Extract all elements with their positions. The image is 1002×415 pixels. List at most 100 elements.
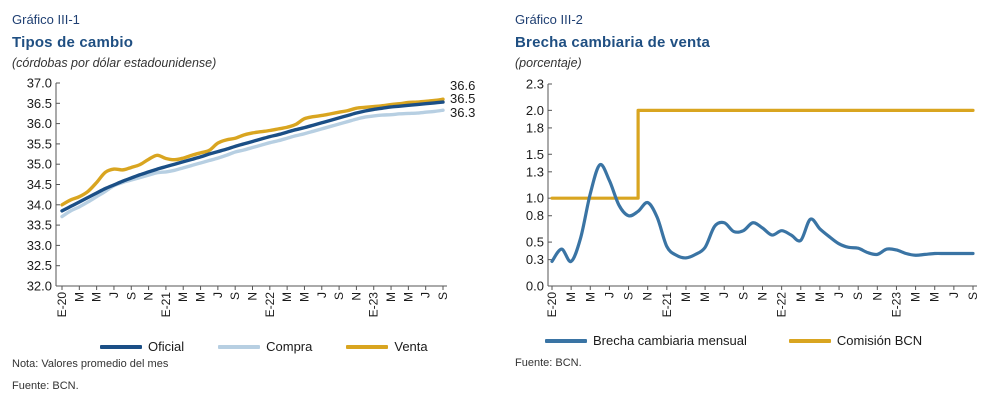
right-xtick-label: J xyxy=(717,292,731,298)
left-series-compra xyxy=(60,108,445,219)
legend-item-oficial: Oficial xyxy=(100,339,184,354)
left-series-venta xyxy=(60,97,445,207)
right-xtick-label: S xyxy=(851,292,865,300)
left-xtick-label: J xyxy=(419,292,433,298)
left-xtick-label: S xyxy=(124,292,138,300)
right-series-comisi-n-bcn xyxy=(550,108,975,200)
left-xtick-label: M xyxy=(176,292,190,302)
right-ytick-label: 1.0 xyxy=(526,191,544,206)
left-ytick-label: 33.0 xyxy=(27,238,52,253)
left-xtick-label: M xyxy=(297,292,311,302)
legend-swatch-brecha xyxy=(545,338,587,343)
right-ytick-label: 0.8 xyxy=(526,208,544,223)
right-figure-number: Gráfico III-2 xyxy=(515,12,583,27)
left-chart-subtitle: (córdobas por dólar estadounidense) xyxy=(12,56,217,70)
left-xtick-label: M xyxy=(280,292,294,302)
left-ytick-label: 32.0 xyxy=(27,279,52,294)
left-ytick-label: 32.5 xyxy=(27,258,52,273)
right-series-brecha-cambiaria-mensual xyxy=(550,162,975,264)
right-ytick-label: 0.3 xyxy=(526,252,544,267)
right-xtick-label: M xyxy=(928,292,942,302)
left-xtick-label: E-21 xyxy=(159,292,173,318)
left-xtick-label: M xyxy=(90,292,104,302)
right-chart-plot: 0.00.30.50.81.01.31.51.82.02.3E-20 M M J S N E… xyxy=(526,77,980,318)
left-xtick-label: E-20 xyxy=(55,292,69,318)
right-xtick-label: J xyxy=(947,292,961,298)
left-ytick-label: 35.5 xyxy=(27,136,52,151)
right-ytick-label: 1.3 xyxy=(526,164,544,179)
right-xtick-label: M xyxy=(698,292,712,302)
right-xtick-label: M xyxy=(564,292,578,302)
right-xtick-label: N xyxy=(870,292,884,301)
right-ytick-label: 1.8 xyxy=(526,120,544,135)
legend-item-comision: Comisión BCN xyxy=(788,333,923,348)
right-xtick-label: S xyxy=(736,292,750,300)
right-chart-subtitle: (porcentaje) xyxy=(515,56,582,70)
right-xtick-label: S xyxy=(966,292,980,300)
legend-item-compra: Compra xyxy=(218,339,312,354)
legend-swatch-comision xyxy=(788,338,831,343)
right-xtick-label: E-22 xyxy=(775,292,789,318)
left-chart-title: Tipos de cambio xyxy=(12,34,134,51)
left-figure-number: Gráfico III-1 xyxy=(12,12,80,27)
left-chart-source: Fuente: BCN. xyxy=(12,380,79,392)
left-xtick-label: M xyxy=(194,292,208,302)
legend-item-venta: Venta xyxy=(346,339,428,354)
legend-label-comision: Comisión BCN xyxy=(836,333,923,348)
legend-swatch-compra xyxy=(218,344,261,349)
right-chart-legend: Brecha cambiaria mensual Comisión BCN xyxy=(545,333,956,348)
left-ytick-label: 36.0 xyxy=(27,116,52,131)
left-xtick-label: S xyxy=(228,292,242,300)
legend-label-compra: Compra xyxy=(266,339,313,354)
right-xtick-label: E-23 xyxy=(889,292,903,318)
right-ytick-label: 1.5 xyxy=(526,147,544,162)
left-xtick-label: N xyxy=(246,292,260,301)
left-end-label: 36.5 xyxy=(450,91,475,106)
right-ytick-label: 0.5 xyxy=(526,235,544,250)
right-chart-source: Fuente: BCN. xyxy=(515,357,582,369)
left-xtick-label: J xyxy=(107,292,121,298)
right-xtick-label: M xyxy=(794,292,808,302)
left-series-oficial xyxy=(60,100,445,213)
left-xtick-label: S xyxy=(436,292,450,300)
legend-item-brecha: Brecha cambiaria mensual xyxy=(545,333,747,348)
right-ytick-label: 0.0 xyxy=(526,279,544,294)
left-chart-plot: 32.0 32.5 33.0 33.5 34.0 34.5 35.0 35.5 36.0 36.5… xyxy=(27,76,476,318)
right-xtick-label: E-20 xyxy=(545,292,559,318)
left-xtick-label: M xyxy=(401,292,415,302)
left-xtick-label: J xyxy=(315,292,329,298)
left-xtick-label: E-22 xyxy=(263,292,277,318)
right-xtick-label: J xyxy=(832,292,846,298)
right-chart-panel: Gráfico III-2 Brecha cambiaria de venta … xyxy=(505,0,1002,415)
right-xtick-label: S xyxy=(622,292,636,300)
right-xtick-label: N xyxy=(756,292,770,301)
left-end-label: 36.3 xyxy=(450,105,475,120)
left-ytick-label: 34.5 xyxy=(27,177,52,192)
left-xtick-label: M xyxy=(384,292,398,302)
right-xtick-label: M xyxy=(813,292,827,302)
left-chart-panel: Gráfico III-1 Tipos de cambio (córdobas … xyxy=(0,0,500,415)
left-xtick-label: N xyxy=(349,292,363,301)
right-xtick-label: M xyxy=(583,292,597,302)
left-ytick-label: 34.0 xyxy=(27,197,52,212)
right-ytick-label: 2.3 xyxy=(526,77,544,92)
left-end-label: 36.6 xyxy=(450,78,475,93)
left-xtick-label: N xyxy=(142,292,156,301)
left-ytick-label: 36.5 xyxy=(27,96,52,111)
left-chart-note: Nota: Valores promedio del mes xyxy=(12,358,169,370)
left-ytick-label: 37.0 xyxy=(27,76,52,91)
right-ytick-label: 2.0 xyxy=(526,103,544,118)
legend-swatch-oficial xyxy=(100,344,142,349)
left-ytick-label: 33.5 xyxy=(27,218,52,233)
right-xtick-label: J xyxy=(602,292,616,298)
right-xtick-label: M xyxy=(679,292,693,302)
right-xtick-label: E-21 xyxy=(660,292,674,318)
right-chart-title: Brecha cambiaria de venta xyxy=(515,34,711,51)
legend-label-venta: Venta xyxy=(394,339,428,354)
left-xtick-label: J xyxy=(211,292,225,298)
left-xtick-label: M xyxy=(72,292,86,302)
right-xtick-label: N xyxy=(641,292,655,301)
legend-swatch-venta xyxy=(346,344,389,349)
legend-label-brecha: Brecha cambiaria mensual xyxy=(593,333,747,348)
left-chart-legend: Oficial Compra Venta xyxy=(100,339,462,354)
